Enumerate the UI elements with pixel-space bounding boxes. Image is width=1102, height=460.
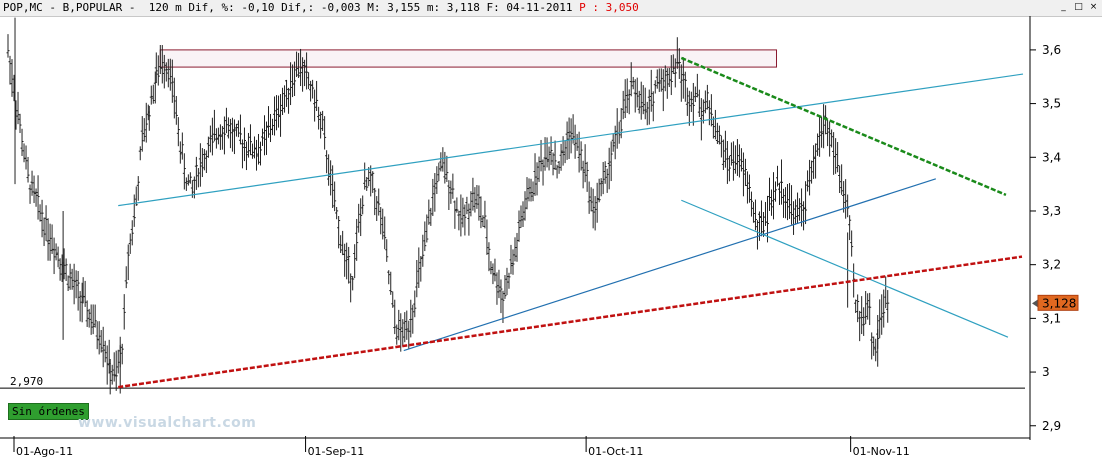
y-tick-label: 2,9: [1042, 419, 1061, 433]
watermark-text: www.visualchart.com: [78, 415, 257, 431]
last-price-pointer: [1032, 299, 1038, 308]
maximize-button[interactable]: □: [1074, 2, 1083, 12]
close-button[interactable]: ×: [1089, 2, 1098, 12]
trendline-green-resistance: [680, 56, 1007, 197]
chart-header: POP,MC - B,POPULAR - 120 m Dif, %: -0,10…: [0, 0, 1102, 17]
x-date-label: 01-Sep-11: [308, 445, 365, 458]
y-tick-label: 3,4: [1042, 150, 1061, 164]
y-tick-label: 3,1: [1042, 311, 1061, 325]
minimize-button[interactable]: _: [1061, 2, 1066, 12]
x-date-label: 01-Oct-11: [588, 445, 643, 458]
orders-status-badge: Sin órdenes: [8, 403, 89, 420]
trendline-lower-support: [403, 178, 937, 352]
y-tick-label: 3,3: [1042, 204, 1061, 218]
header-info: POP,MC - B,POPULAR - 120 m Dif, %: -0,10…: [3, 1, 639, 14]
header-quote: POP,MC - B,POPULAR - 120 m Dif, %: -0,10…: [3, 1, 580, 14]
reference-level-label: 2,970: [10, 375, 43, 388]
x-date-label: 01-Nov-11: [853, 445, 910, 458]
window-controls: _ □ ×: [1057, 1, 1100, 13]
header-price: P : 3,050: [579, 1, 639, 14]
trendline-upper-channel: [118, 73, 1024, 207]
y-tick-label: 3,6: [1042, 43, 1061, 57]
last-price-label: 3,128: [1042, 296, 1076, 310]
trendline-red-trend: [118, 255, 1023, 389]
trendline-descending: [681, 199, 1009, 338]
y-tick-label: 3,5: [1042, 97, 1061, 111]
y-tick-label: 3: [1042, 365, 1050, 379]
last-price-box: [1037, 294, 1079, 311]
x-date-label: 01-Ago-11: [16, 445, 73, 458]
y-tick-label: 3,2: [1042, 258, 1061, 272]
